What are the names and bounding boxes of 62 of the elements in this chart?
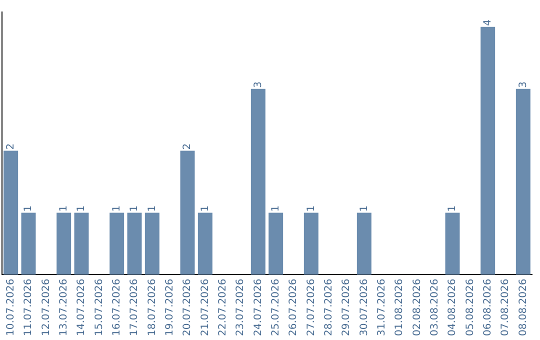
bar bbox=[4, 150, 18, 275]
bar bbox=[74, 212, 89, 275]
x-tick-label: 13.07.2026 bbox=[58, 278, 70, 336]
data-label: 1 bbox=[76, 205, 88, 212]
x-tick-label: 28.07.2026 bbox=[323, 278, 334, 336]
x-tick-label: 15.07.2026 bbox=[94, 278, 105, 336]
x-tick-label: 20.07.2026 bbox=[182, 278, 194, 336]
bar bbox=[180, 150, 195, 275]
x-tick-label: 22.07.2026 bbox=[217, 278, 228, 336]
x-tick-label: 03.08.2026 bbox=[429, 278, 440, 336]
data-label: 1 bbox=[358, 205, 370, 212]
data-label: 2 bbox=[182, 143, 194, 150]
data-label: 1 bbox=[146, 205, 158, 212]
x-tick-label: 06.08.2026 bbox=[482, 278, 494, 336]
x-tick-label: 23.07.2026 bbox=[235, 278, 246, 336]
x-tick-label: 17.07.2026 bbox=[129, 278, 140, 336]
bar bbox=[127, 212, 142, 275]
data-label: 3 bbox=[252, 81, 264, 88]
data-label: 1 bbox=[306, 205, 317, 212]
data-label: 1 bbox=[447, 205, 458, 212]
x-tick-label: 14.07.2026 bbox=[76, 278, 88, 336]
x-tick-label: 08.08.2026 bbox=[518, 278, 529, 336]
x-tick-label: 31.07.2026 bbox=[376, 278, 388, 336]
x-tick-label: 26.07.2026 bbox=[288, 278, 300, 336]
x-tick-label: 30.07.2026 bbox=[358, 278, 370, 336]
x-tick-label: 27.07.2026 bbox=[306, 278, 317, 336]
x-tick-label: 21.07.2026 bbox=[200, 278, 211, 336]
x-tick-label: 05.08.2026 bbox=[464, 278, 476, 336]
x-tick-label: 02.08.2026 bbox=[412, 278, 423, 336]
bar bbox=[356, 212, 372, 275]
bar bbox=[56, 212, 72, 275]
x-tick-label: 29.07.2026 bbox=[341, 278, 352, 336]
x-tick-label: 07.08.2026 bbox=[500, 278, 512, 336]
data-label: 1 bbox=[270, 205, 282, 212]
x-tick-label: 12.07.2026 bbox=[40, 278, 52, 336]
x-tick-label: 10.07.2026 bbox=[5, 278, 16, 336]
data-label: 1 bbox=[129, 205, 140, 212]
x-tick-label: 01.08.2026 bbox=[394, 278, 406, 336]
bar bbox=[268, 212, 284, 275]
x-tick-label: 18.07.2026 bbox=[146, 278, 158, 336]
data-label: 1 bbox=[111, 205, 122, 212]
bar bbox=[445, 212, 460, 275]
bar bbox=[480, 26, 496, 275]
x-tick-label: 11.07.2026 bbox=[23, 278, 34, 336]
bar bbox=[250, 88, 266, 275]
x-tick-label: 25.07.2026 bbox=[270, 278, 282, 336]
x-tick-label: 24.07.2026 bbox=[252, 278, 264, 336]
x-tick-label: 16.07.2026 bbox=[111, 278, 122, 336]
data-label: 2 bbox=[5, 143, 16, 150]
data-label: 1 bbox=[200, 205, 211, 212]
bar bbox=[304, 212, 318, 275]
x-tick-label: 19.07.2026 bbox=[164, 278, 176, 336]
data-label: 1 bbox=[23, 205, 34, 212]
bar bbox=[198, 212, 212, 275]
bar bbox=[110, 212, 124, 275]
data-label: 1 bbox=[58, 205, 70, 212]
bar bbox=[516, 88, 530, 275]
bar bbox=[21, 212, 36, 275]
data-label: 4 bbox=[482, 19, 494, 26]
data-label: 3 bbox=[518, 81, 529, 88]
bar bbox=[144, 212, 160, 275]
x-tick-label: 04.08.2026 bbox=[447, 278, 458, 336]
